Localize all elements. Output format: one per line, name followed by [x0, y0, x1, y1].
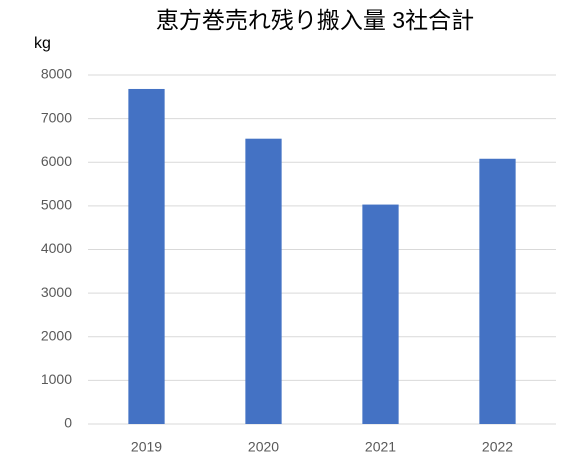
y-tick-label: 1000 [41, 371, 72, 387]
y-tick-label: 7000 [41, 109, 72, 125]
y-tick-label: 2000 [41, 327, 72, 343]
bar [362, 204, 399, 424]
x-tick-label: 2022 [482, 439, 513, 455]
x-tick-label: 2019 [131, 439, 162, 455]
y-tick-label: 0 [64, 415, 72, 431]
bar [128, 88, 165, 425]
chart-title: 恵方巻売れ残り搬入量 3社合計 [156, 7, 474, 33]
y-axis-label: kg [34, 35, 51, 52]
x-tick-label: 2020 [248, 439, 279, 455]
bar [245, 138, 282, 424]
y-tick-label: 4000 [41, 240, 72, 256]
x-tick-label: 2021 [365, 439, 396, 455]
y-tick-label: 6000 [41, 153, 72, 169]
bar [479, 158, 516, 424]
y-tick-label: 5000 [41, 197, 72, 213]
y-tick-label: 8000 [41, 66, 72, 82]
y-tick-label: 3000 [41, 284, 72, 300]
